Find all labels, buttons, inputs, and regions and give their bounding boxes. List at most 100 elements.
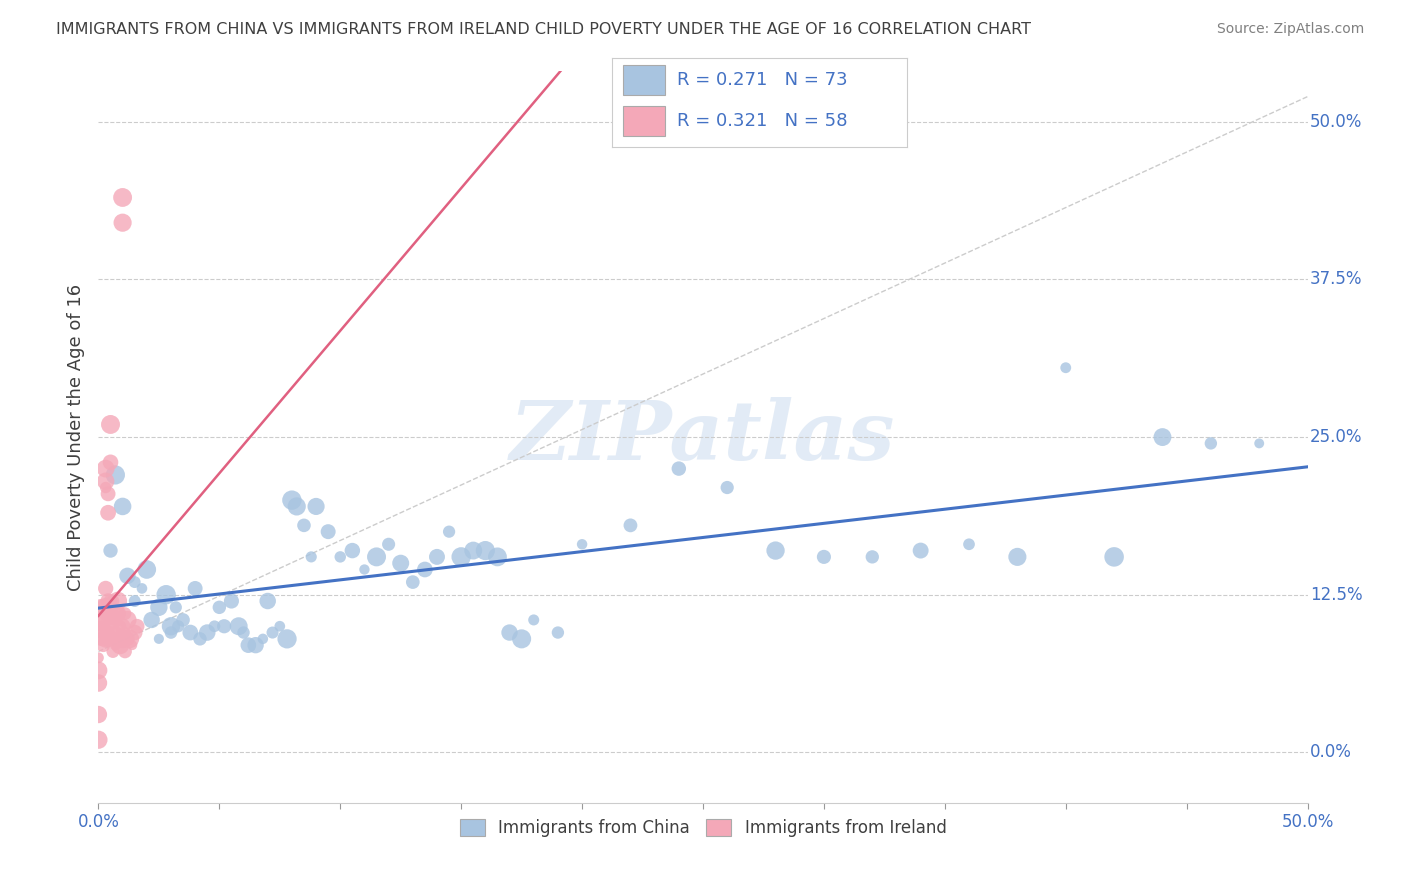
Point: [276, 632, 298, 646]
Point: [204, 619, 226, 633]
Point: [94, 474, 117, 488]
Point: [498, 625, 520, 640]
Point: [91, 625, 114, 640]
Point: [90, 632, 112, 646]
Point: [87, 650, 110, 665]
Point: [957, 537, 980, 551]
Text: 0.0%: 0.0%: [1310, 743, 1353, 762]
Point: [619, 518, 641, 533]
Point: [160, 619, 183, 633]
Point: [1249, 436, 1271, 450]
Point: [160, 625, 183, 640]
Point: [212, 619, 235, 633]
Point: [114, 644, 136, 658]
Point: [510, 632, 533, 646]
Point: [523, 613, 546, 627]
Text: ZIPatlas: ZIPatlas: [510, 397, 896, 477]
Point: [127, 619, 149, 633]
Point: [437, 524, 460, 539]
Point: [1102, 549, 1125, 564]
Point: [117, 569, 139, 583]
Point: [124, 594, 146, 608]
Point: [111, 216, 134, 230]
Point: [262, 625, 284, 640]
Point: [547, 625, 569, 640]
Point: [87, 707, 110, 722]
Point: [813, 549, 835, 564]
Point: [389, 556, 412, 570]
Point: [90, 600, 112, 615]
Point: [90, 619, 112, 633]
Point: [228, 619, 250, 633]
Point: [184, 582, 207, 596]
Point: [101, 644, 124, 658]
Point: [97, 487, 120, 501]
Point: [238, 638, 260, 652]
Point: [111, 619, 134, 633]
Point: [100, 613, 122, 627]
Point: [474, 543, 496, 558]
Point: [87, 676, 110, 690]
Point: [1007, 549, 1029, 564]
Point: [111, 632, 134, 646]
Point: [100, 594, 122, 608]
Point: [97, 594, 120, 608]
Point: [329, 549, 352, 564]
Point: [91, 619, 114, 633]
Point: [114, 625, 136, 640]
Point: [100, 417, 122, 432]
Point: [87, 664, 110, 678]
Point: [124, 575, 146, 590]
Legend: Immigrants from China, Immigrants from Ireland: Immigrants from China, Immigrants from I…: [451, 811, 955, 846]
Point: [121, 638, 143, 652]
Point: [316, 524, 339, 539]
Point: [179, 625, 201, 640]
Point: [90, 613, 112, 627]
Point: [208, 600, 231, 615]
Point: [94, 582, 117, 596]
Point: [256, 594, 278, 608]
Point: [148, 600, 170, 615]
Y-axis label: Child Poverty Under the Age of 16: Child Poverty Under the Age of 16: [66, 284, 84, 591]
Text: 50.0%: 50.0%: [1310, 112, 1362, 131]
Bar: [623, 65, 665, 95]
Text: R = 0.321   N = 58: R = 0.321 N = 58: [676, 112, 846, 130]
Point: [124, 625, 146, 640]
Point: [108, 638, 131, 652]
Point: [232, 625, 254, 640]
Point: [94, 600, 117, 615]
Text: 37.5%: 37.5%: [1310, 270, 1362, 288]
Point: [450, 549, 472, 564]
Point: [305, 500, 328, 514]
Point: [910, 543, 932, 558]
Point: [353, 562, 375, 576]
Point: [571, 537, 593, 551]
Point: [91, 613, 114, 627]
Point: [114, 607, 136, 621]
Point: [94, 481, 117, 495]
Point: [1054, 360, 1077, 375]
Point: [100, 607, 122, 621]
Point: [765, 543, 787, 558]
Point: [100, 543, 122, 558]
Point: [100, 625, 122, 640]
Point: [108, 619, 131, 633]
Point: [463, 543, 485, 558]
Point: [167, 619, 190, 633]
Point: [252, 632, 274, 646]
Point: [165, 600, 187, 615]
Text: IMMIGRANTS FROM CHINA VS IMMIGRANTS FROM IRELAND CHILD POVERTY UNDER THE AGE OF : IMMIGRANTS FROM CHINA VS IMMIGRANTS FROM…: [56, 22, 1031, 37]
Point: [377, 537, 399, 551]
Point: [118, 632, 141, 646]
Point: [131, 582, 153, 596]
Text: R = 0.271   N = 73: R = 0.271 N = 73: [676, 71, 848, 89]
Point: [97, 506, 120, 520]
Point: [94, 625, 117, 640]
Point: [104, 467, 127, 482]
Point: [117, 613, 139, 627]
Point: [94, 461, 117, 475]
Text: Source: ZipAtlas.com: Source: ZipAtlas.com: [1216, 22, 1364, 37]
Point: [285, 500, 308, 514]
Text: 25.0%: 25.0%: [1310, 428, 1362, 446]
Point: [716, 481, 738, 495]
